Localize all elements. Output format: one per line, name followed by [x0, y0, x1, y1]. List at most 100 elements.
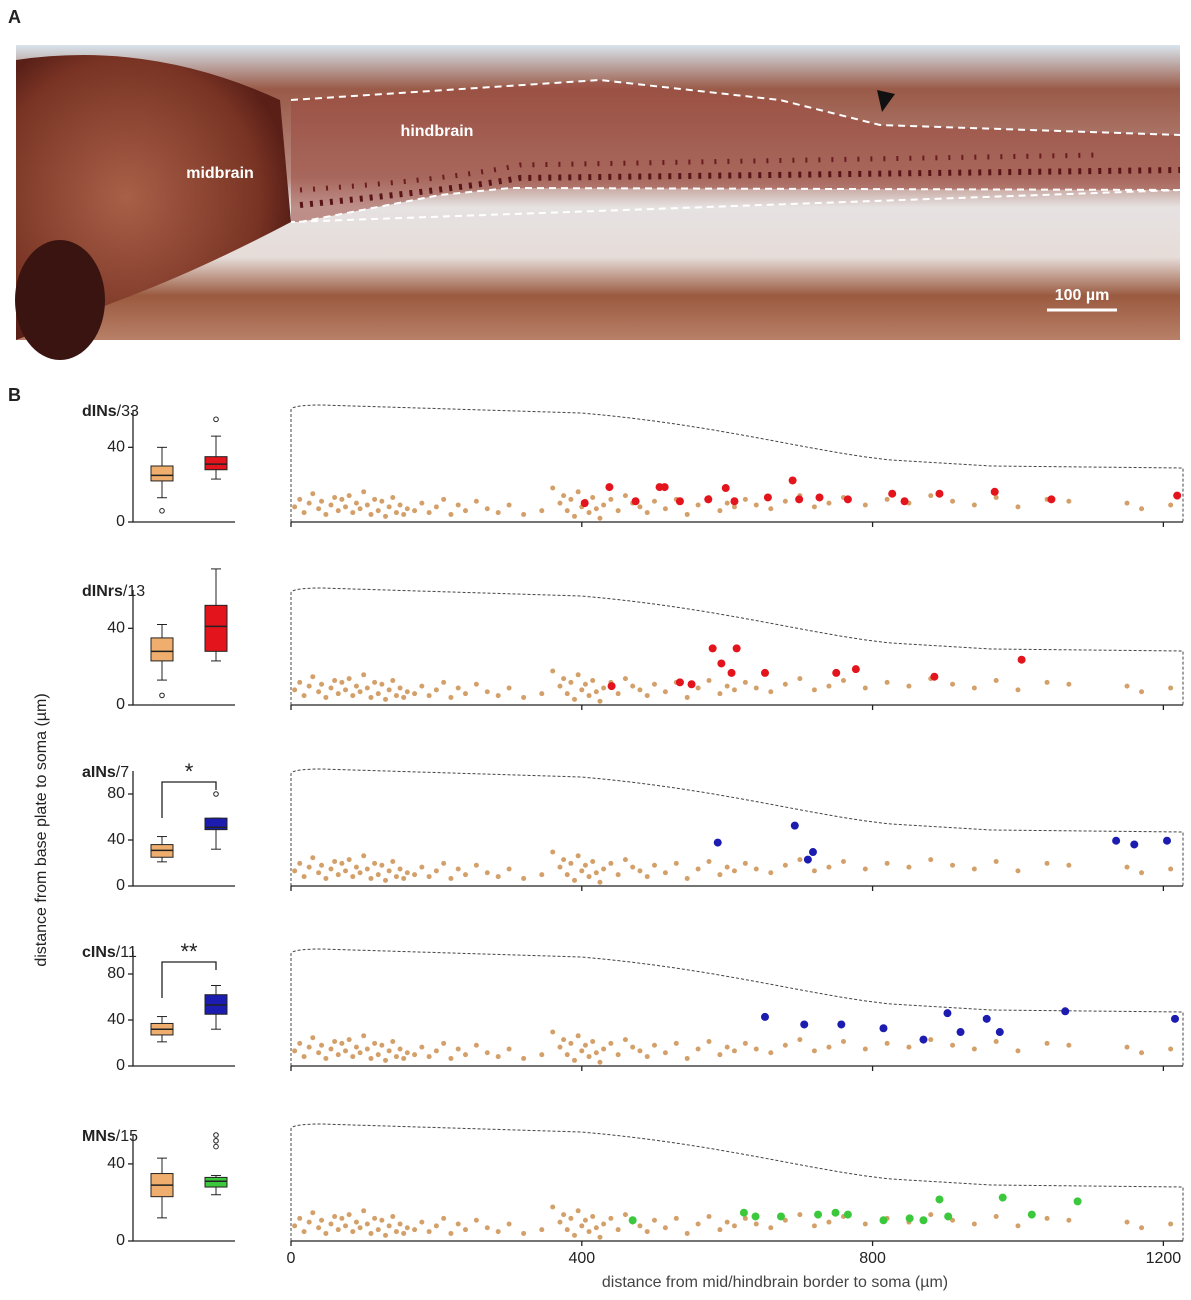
neuron-dot	[731, 1223, 737, 1229]
neuron-dot	[323, 875, 329, 881]
type-dot	[675, 678, 684, 687]
neuron-dot	[521, 694, 527, 700]
neuron-dot	[644, 874, 650, 880]
neuron-dot	[419, 864, 425, 870]
neuron-dot	[484, 870, 490, 876]
neuron-dot	[335, 1227, 341, 1233]
neuron-dot	[316, 1225, 322, 1231]
neuron-dot	[586, 510, 592, 516]
type-dot	[717, 659, 726, 668]
neuron-dot	[339, 496, 345, 502]
neuron-dot	[297, 679, 303, 685]
neuron-dot	[557, 1219, 563, 1225]
type-dot	[851, 665, 860, 674]
neuron-dot	[539, 872, 545, 878]
neuron-dot	[332, 494, 338, 500]
panel-label: A	[8, 7, 21, 27]
neuron-dot	[473, 862, 479, 868]
neuron-dot	[753, 1221, 759, 1227]
neuron-dot	[539, 1052, 545, 1058]
neuron-dot	[561, 1212, 567, 1218]
neuron-dot	[462, 1227, 468, 1233]
type-dot	[675, 497, 684, 506]
neuron-dot	[742, 679, 748, 685]
neuron-dot	[586, 1054, 592, 1060]
neuron-dot	[884, 1040, 890, 1046]
neuron-dot	[323, 1055, 329, 1061]
neuron-dot	[323, 1230, 329, 1236]
neuron-dot	[1139, 506, 1145, 512]
neuron-dot	[328, 685, 334, 691]
neuron-dot	[586, 693, 592, 699]
panel-label: B	[8, 385, 21, 405]
neuron-dot	[350, 693, 356, 699]
neuron-dot	[473, 1217, 479, 1223]
neuron-dot	[484, 1050, 490, 1056]
neuron-dot	[768, 1225, 774, 1231]
neuron-dot	[731, 504, 737, 510]
type-name: MNs	[82, 1128, 116, 1145]
y-tick-label: 0	[116, 1232, 125, 1249]
neuron-dot	[811, 504, 817, 510]
type-dot	[1112, 836, 1121, 845]
y-tick-label: 40	[107, 1011, 125, 1028]
hindbrain-outline	[290, 1123, 1184, 1241]
neuron-dot	[684, 694, 690, 700]
neuron-dot	[797, 1037, 803, 1043]
type-dot	[900, 497, 909, 506]
neuron-dot	[404, 1225, 410, 1231]
neuron-dot	[368, 1055, 374, 1061]
neuron-dot	[768, 1050, 774, 1056]
type-count: /33	[117, 403, 139, 420]
type-dot	[732, 644, 741, 653]
neuron-dot	[372, 496, 378, 502]
neuron-dot	[328, 1046, 334, 1052]
neuron-dot	[301, 874, 307, 880]
type-dot	[580, 499, 589, 508]
neuron-dot	[433, 504, 439, 510]
neuron-dot	[383, 1232, 389, 1238]
neuron-dot	[550, 1204, 556, 1210]
neuron-dot	[332, 858, 338, 864]
neuron-dot	[316, 870, 322, 876]
neuron-dot	[412, 508, 418, 514]
neuron-dot	[335, 872, 341, 878]
type-dot	[704, 495, 713, 504]
panel-a: A midbrain hindbrain 100 µm	[8, 7, 1181, 360]
neuron-dot	[364, 866, 370, 872]
neuron-dot	[590, 1213, 596, 1219]
neuron-dot	[346, 857, 352, 863]
neuron-dot	[608, 496, 614, 502]
neuron-dot	[319, 1217, 325, 1223]
neuron-dot	[372, 860, 378, 866]
neuron-dot	[292, 504, 298, 510]
type-dot	[935, 1195, 944, 1204]
neuron-dot	[319, 862, 325, 868]
neuron-dot	[706, 677, 712, 683]
neuron-dot	[1124, 864, 1130, 870]
neuron-dot	[884, 860, 890, 866]
neuron-dot	[717, 1052, 723, 1058]
type-dot	[721, 484, 730, 493]
type-dot	[760, 1012, 769, 1021]
neuron-dot	[673, 860, 679, 866]
neuron-dot	[306, 864, 312, 870]
neuron-dot	[884, 496, 890, 502]
neuron-dot	[564, 1052, 570, 1058]
neuron-dot	[364, 502, 370, 508]
neuron-dot	[572, 1057, 578, 1063]
neuron-dot	[950, 498, 956, 504]
outlier	[213, 1132, 219, 1138]
neuron-dot	[426, 510, 432, 516]
neuron-dot	[404, 506, 410, 512]
neuron-dot	[484, 1225, 490, 1231]
neuron-dot	[328, 866, 334, 872]
neuron-dot	[383, 696, 389, 702]
type-dot	[888, 489, 897, 498]
type-dot	[708, 644, 717, 653]
region-label: midbrain	[186, 165, 254, 182]
neuron-dot	[390, 1213, 396, 1219]
neuron-dot	[1124, 683, 1130, 689]
neuron-dot	[375, 1227, 381, 1233]
neuron-dot	[372, 1040, 378, 1046]
